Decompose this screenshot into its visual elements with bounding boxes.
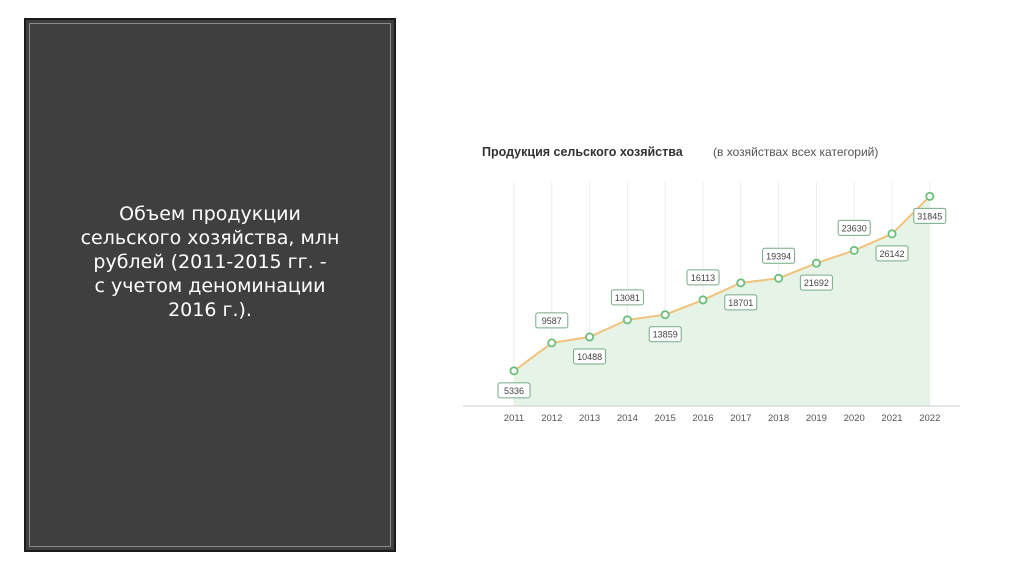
data-label: 19394 [762,247,796,264]
data-point [509,366,519,376]
chart-canvas: Продукция сельского хозяйства (в хозяйст… [463,145,960,424]
chart-title: Продукция сельского хозяйства [482,145,684,159]
x-tick-label: 2018 [768,413,789,424]
data-point [698,295,708,305]
data-label: 13859 [648,326,682,343]
caption-panel-frame [29,23,391,547]
data-label-box [799,274,833,291]
data-label-box [686,269,720,286]
x-tick-label: 2019 [806,413,827,424]
data-label-box [573,348,607,365]
data-label: 21692 [799,274,833,291]
data-point [811,258,821,268]
data-label-text: 23630 [842,223,867,233]
data-points [509,191,935,376]
series-area [514,196,930,406]
data-label-box [497,382,531,399]
x-tick-label: 2015 [655,413,676,424]
data-label-box [837,219,871,236]
data-point [547,338,557,348]
data-label: 9587 [535,312,569,329]
data-point [849,245,859,255]
data-label: 10488 [573,348,607,365]
caption-panel: Объем продукции сельского хозяйства, млн… [24,18,396,552]
data-label: 26142 [875,245,909,262]
series-line [513,195,931,372]
data-label-text: 16113 [691,273,715,283]
data-point [925,191,935,201]
x-tick-label: 2017 [730,413,751,424]
x-tick-label: 2013 [579,413,600,424]
data-label-box [610,289,644,306]
data-label: 18701 [724,294,758,311]
data-label-text: 9587 [542,316,562,326]
x-tick-label: 2012 [541,413,562,424]
chart-subtitle: (в хозяйствах всех категорий) [713,145,878,159]
x-tick-label: 2022 [919,413,940,424]
data-label-box [535,312,569,329]
data-label-box [913,207,947,224]
data-label-text: 18701 [728,298,753,308]
data-label-text: 31845 [917,211,942,221]
x-tick-label: 2020 [844,413,865,424]
data-label-box [648,326,682,343]
data-label-text: 13081 [615,293,640,303]
data-label-text: 10488 [577,352,602,362]
data-label-box [875,245,909,262]
x-tick-labels: 2011 2012 2013 2014 2015 2016 2017 2018 2019 2020… [504,413,941,424]
data-label-text: 19394 [766,251,791,261]
data-label-text: 26142 [879,249,904,259]
data-point [774,273,784,283]
agriculture-chart: Продукция сельского хозяйства (в хозяйст… [455,130,970,435]
slide-caption: Объем продукции сельского хозяйства, млн… [80,203,340,321]
data-label: 5336 [497,382,531,399]
x-tick-label: 2021 [881,413,902,424]
data-label: 16113 [686,269,720,286]
data-label: 23630 [837,219,871,236]
data-point [660,310,670,320]
data-label-text: 5336 [504,386,524,396]
data-labels: 5336 9587 10488 13081 13859 16113 18701 19394 21… [497,207,947,399]
data-label: 13081 [610,289,644,306]
data-label-text: 13859 [653,330,678,340]
data-point [736,278,746,288]
data-label-box [762,247,796,264]
data-label-text: 21692 [804,278,829,288]
x-tick-label: 2011 [504,413,524,424]
x-tick-label: 2014 [617,413,638,424]
data-label-box [724,294,758,311]
data-point [622,315,632,325]
data-point [585,332,595,342]
data-label: 31845 [913,207,947,224]
x-tick-label: 2016 [692,413,713,424]
data-point [887,229,897,239]
